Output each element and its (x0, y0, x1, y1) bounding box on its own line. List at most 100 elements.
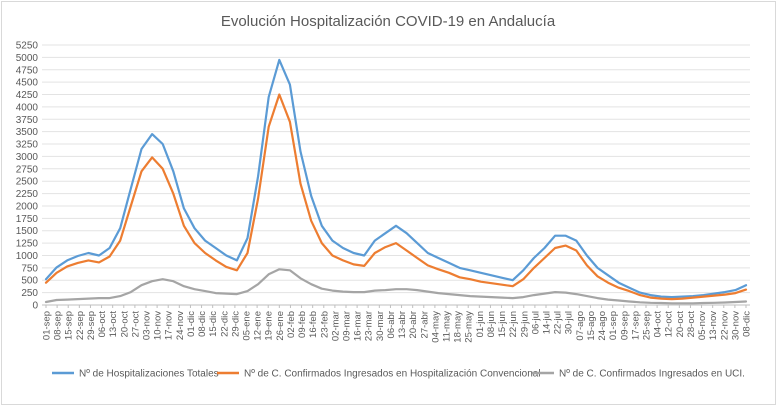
y-tick-label: 1500 (16, 226, 39, 237)
x-tick-label: 01-sep (42, 311, 53, 340)
y-tick-label: 3000 (16, 152, 39, 163)
x-tick-label: 09-feb (297, 311, 308, 338)
x-tick-label: 30-mar (375, 311, 386, 341)
x-tick-label: 23-feb (319, 311, 330, 338)
gridlines (42, 44, 750, 306)
x-tick-label: 17-sep (630, 311, 641, 340)
y-tick-label: 3250 (16, 140, 39, 151)
x-tick-label: 22-sep (75, 311, 86, 340)
x-tick-label: 18-may (453, 311, 464, 343)
legend-label: Nº de C. Confirmados Ingresados en UCI. (559, 369, 745, 380)
y-tick-label: 500 (21, 276, 38, 287)
legend: Nº de Hospitalizaciones Totales Nº de C. … (52, 369, 745, 380)
x-tick-label: 04-oct (653, 311, 664, 338)
x-tick-label: 08-jun (486, 311, 497, 337)
x-tick-label: 04-may (430, 311, 441, 343)
x-tick-label: 20-oct (675, 311, 686, 338)
x-tick-label: 24-ago (597, 311, 608, 341)
x-tick-label: 08-dic (197, 311, 208, 337)
x-tick-label: 03-nov (142, 311, 153, 340)
y-tick-label: 4750 (16, 65, 39, 76)
y-tick-label: 4250 (16, 90, 39, 101)
y-tick-label: 3750 (16, 115, 39, 126)
x-tick-label: 06-oct (97, 311, 108, 338)
y-tick-label: 0 (32, 301, 38, 312)
x-tick-label: 27-oct (130, 311, 141, 338)
y-tick-label: 2750 (16, 164, 39, 175)
x-tick-label: 15-ago (586, 311, 597, 341)
x-tick-label: 20-abr (408, 311, 419, 338)
x-tick-label: 10-nov (153, 311, 164, 340)
x-tick-label: 15-jun (497, 311, 508, 337)
y-tick-label: 1750 (16, 214, 39, 225)
series-line-2 (44, 268, 748, 305)
x-tick-label: 26-ene (275, 311, 286, 341)
x-tick-label: 02-mar (330, 311, 341, 341)
x-tick-label: 30-nov (730, 311, 741, 340)
x-tick-label: 28-oct (686, 311, 697, 338)
x-tick-label: 15-sep (64, 311, 75, 340)
x-tick-label: 15-dic (208, 311, 219, 337)
legend-label: Nº de C. Confirmados Ingresados en Hospi… (244, 369, 541, 380)
x-tick-label: 24-nov (175, 311, 186, 340)
series-lines (44, 58, 748, 305)
y-tick-label: 2250 (16, 189, 39, 200)
x-tick-label: 13-abr (397, 311, 408, 338)
x-tick-label: 22-dic (219, 311, 230, 337)
y-tick-label: 5000 (16, 53, 39, 64)
x-tick-label: 06-jul (530, 311, 541, 334)
x-tick-label: 16-feb (308, 311, 319, 338)
y-tick-label: 2500 (16, 177, 39, 188)
x-tick-label: 19-ene (264, 311, 275, 341)
x-tick-label: 01-sep (608, 311, 619, 340)
x-tick-label: 25-may (464, 311, 475, 343)
x-tick-label: 30-jul (564, 311, 575, 334)
x-tick-label: 07-ago (575, 311, 586, 341)
x-tick-label: 08-dic (742, 311, 753, 337)
series-line-1 (44, 93, 748, 301)
x-tick-label: 29-sep (86, 311, 97, 340)
x-tick-label: 08-sep (53, 311, 64, 340)
y-tick-label: 3500 (16, 127, 39, 138)
x-tick-label: 22-jun (508, 311, 519, 337)
x-tick-label: 25-sep (642, 311, 653, 340)
y-tick-label: 4500 (16, 78, 39, 89)
x-tick-label: 13-oct (108, 311, 119, 338)
x-tick-label: 29-jun (519, 311, 530, 337)
x-tick-label: 12-ene (253, 311, 264, 341)
legend-label: Nº de Hospitalizaciones Totales (79, 369, 219, 380)
y-tick-label: 5250 (16, 41, 39, 52)
x-axis: 01-sep 08-sep 15-sep 22-sep 29-sep 06-oct 13-o… (42, 305, 753, 343)
x-tick-label: 06-abr (386, 311, 397, 338)
chart-title: Evolución Hospitalización COVID-19 en An… (221, 13, 556, 30)
x-tick-label: 13-nov (708, 311, 719, 340)
x-tick-label: 11-may (442, 311, 453, 342)
x-tick-label: 22-jul (553, 311, 564, 334)
x-tick-label: 05-nov (697, 311, 708, 340)
x-tick-label: 23-mar (364, 311, 375, 341)
y-tick-label: 4000 (16, 102, 39, 113)
x-tick-label: 02-feb (286, 311, 297, 338)
x-tick-label: 27-abr (419, 311, 430, 338)
series-line-0 (44, 58, 748, 299)
x-tick-label: 01-dic (186, 311, 197, 337)
x-tick-label: 20-oct (119, 311, 130, 338)
x-tick-label: 22-nov (719, 311, 730, 340)
y-tick-label: 1250 (16, 239, 39, 250)
x-tick-label: 29-dic (230, 311, 241, 337)
x-tick-label: 16-mar (353, 311, 364, 341)
x-tick-label: 01-jun (475, 311, 486, 337)
x-tick-label: 09-sep (619, 311, 630, 340)
x-tick-label: 09-mar (342, 311, 353, 341)
y-tick-label: 750 (21, 263, 38, 274)
x-tick-label: 17-nov (164, 311, 175, 340)
y-tick-label: 2000 (16, 201, 39, 212)
x-tick-label: 14-jul (542, 311, 553, 334)
x-tick-label: 12-oct (664, 311, 675, 338)
y-tick-label: 1000 (16, 251, 39, 262)
x-tick-label: 05-ene (242, 311, 253, 341)
